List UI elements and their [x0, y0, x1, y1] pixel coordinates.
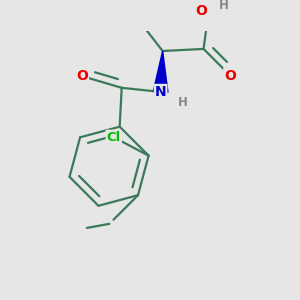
Polygon shape — [153, 51, 168, 92]
Text: O: O — [224, 68, 236, 83]
Text: N: N — [155, 85, 167, 99]
Text: H: H — [178, 96, 188, 109]
Text: O: O — [196, 4, 208, 18]
Text: O: O — [76, 68, 88, 83]
Text: Cl: Cl — [107, 131, 121, 144]
Text: H: H — [219, 0, 229, 13]
